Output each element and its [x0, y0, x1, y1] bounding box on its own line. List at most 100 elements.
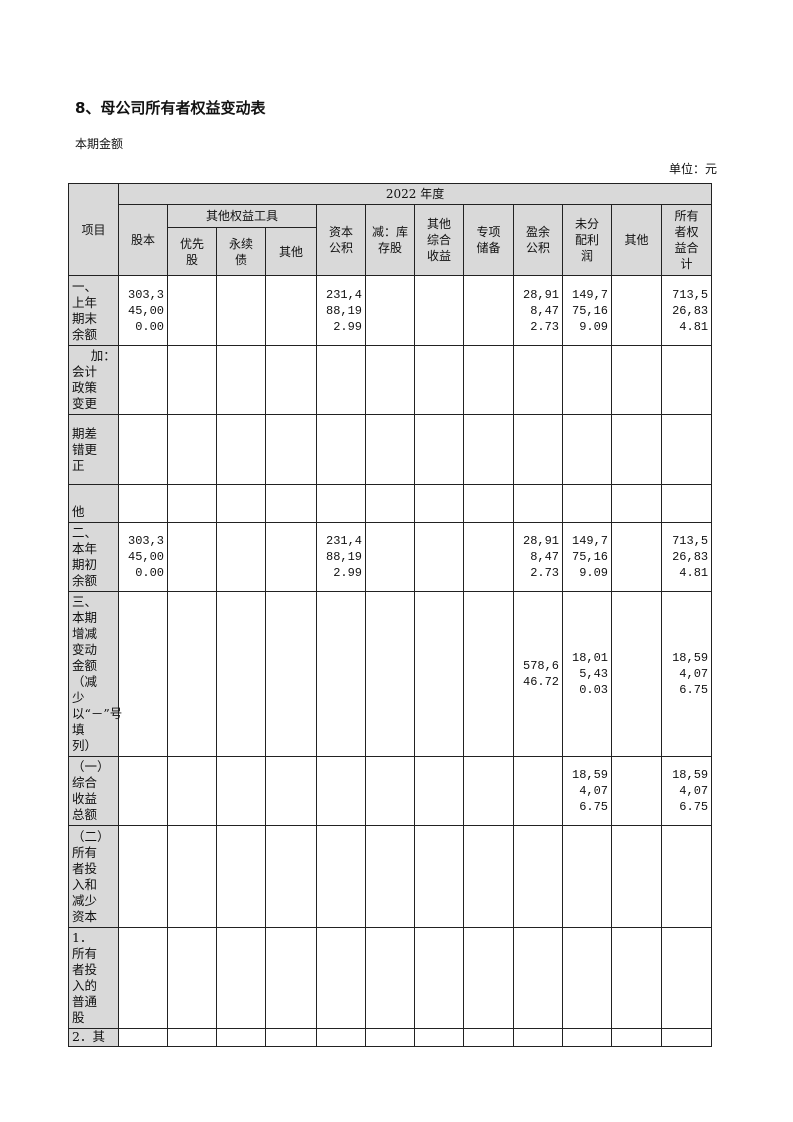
- col-header: 其他综合收益: [414, 204, 464, 276]
- value-cell: [216, 414, 266, 485]
- row-label-text: 一、上年期末余额: [72, 278, 98, 342]
- value-cell: [167, 484, 217, 523]
- period-label: 本期金额: [75, 137, 124, 151]
- row-label: 二、本年期初余额: [68, 522, 119, 592]
- table-row: 1．所有者投入的普通股: [68, 927, 713, 1029]
- value-cell: [118, 756, 168, 826]
- value-cell: 578,646.72: [513, 591, 563, 757]
- value-cell: [316, 591, 366, 757]
- value-cell: [513, 927, 563, 1029]
- row-label: 期差错更正: [68, 414, 119, 485]
- value-cell: [611, 275, 662, 346]
- value-text: 713,526,834.81: [672, 534, 709, 580]
- value-cell: [365, 825, 415, 928]
- value-cell: [365, 484, 415, 523]
- value-cell: [463, 756, 514, 826]
- value-cell: [611, 522, 662, 592]
- value-cell: [562, 414, 612, 485]
- value-cell: [562, 1028, 612, 1047]
- table-row: 加：会计政策变更: [68, 345, 713, 415]
- value-cell: [463, 275, 514, 346]
- value-text: 713,526,834.81: [672, 287, 709, 334]
- value-cell: [513, 414, 563, 485]
- value-cell: [463, 927, 514, 1029]
- value-cell: 713,526,834.81: [660, 522, 713, 592]
- value-text: 231,488,192.99: [326, 287, 363, 334]
- value-text: 303,345,000.00: [128, 287, 165, 334]
- value-cell: [265, 927, 317, 1029]
- value-cell: [265, 275, 317, 346]
- table-row: 一、上年期末余额 303,345,000.00 231,488,192.99 28,9…: [68, 275, 713, 346]
- value-cell: [265, 756, 317, 826]
- col-header: 未分配利润: [562, 204, 612, 276]
- table-row: 二、本年期初余额 303,345,000.00 231,488,192.99 28,9…: [68, 522, 713, 592]
- value-cell: [611, 927, 662, 1029]
- value-cell: 28,918,472.73: [513, 522, 563, 592]
- value-cell: [660, 927, 713, 1029]
- value-cell: [660, 484, 713, 523]
- col-header: 盈余公积: [513, 204, 563, 276]
- row-label: 1．所有者投入的普通股: [68, 927, 119, 1029]
- value-cell: [265, 345, 317, 415]
- value-cell: [414, 345, 464, 415]
- value-cell: [611, 345, 662, 415]
- value-cell: [463, 345, 514, 415]
- value-cell: [365, 275, 415, 346]
- value-cell: [216, 275, 266, 346]
- value-cell: [463, 522, 514, 592]
- row-label: （一）综合收益总额: [68, 756, 119, 826]
- row-label-text: 2．其: [72, 1029, 105, 1044]
- value-cell: [167, 1028, 217, 1047]
- value-cell: [265, 825, 317, 928]
- value-cell: [414, 591, 464, 757]
- value-cell: [365, 1028, 415, 1047]
- value-cell: [316, 414, 366, 485]
- value-cell: [167, 345, 217, 415]
- value-cell: 18,594,076.75: [660, 591, 713, 757]
- row-label-text: 1．所有者投入的普通股: [72, 930, 98, 1025]
- value-cell: [118, 345, 168, 415]
- value-cell: [463, 414, 514, 485]
- col-header: 永续债: [216, 227, 266, 276]
- value-cell: [167, 275, 217, 346]
- value-cell: [265, 591, 317, 757]
- value-cell: [167, 591, 217, 757]
- value-cell: [463, 484, 514, 523]
- value-cell: [216, 927, 266, 1029]
- col-header: 股本: [118, 204, 168, 276]
- value-cell: [118, 927, 168, 1029]
- value-cell: 303,345,000.00: [118, 275, 168, 346]
- value-cell: [216, 345, 266, 415]
- value-text: 18,594,076.75: [672, 768, 709, 814]
- value-cell: [513, 484, 563, 523]
- value-cell: [562, 927, 612, 1029]
- value-cell: [463, 1028, 514, 1047]
- value-cell: [167, 756, 217, 826]
- col-header: 优先股: [167, 227, 217, 276]
- value-cell: [414, 414, 464, 485]
- value-cell: [118, 1028, 168, 1047]
- value-text: 578,646.72: [523, 659, 560, 689]
- value-cell: [216, 1028, 266, 1047]
- value-cell: [265, 414, 317, 485]
- col-header: 资本公积: [316, 204, 366, 276]
- table-row: 他: [68, 484, 713, 523]
- value-cell: [513, 825, 563, 928]
- value-cell: [118, 414, 168, 485]
- value-cell: [513, 345, 563, 415]
- value-cell: [365, 756, 415, 826]
- col-header: 减：库存股: [365, 204, 415, 276]
- value-cell: [265, 522, 317, 592]
- row-label-text: 期差错更正: [72, 425, 98, 473]
- value-cell: [316, 345, 366, 415]
- value-cell: [611, 825, 662, 928]
- value-cell: 149,775,169.09: [562, 522, 612, 592]
- value-cell: [414, 1028, 464, 1047]
- unit-label: 单位：元: [668, 162, 717, 176]
- value-cell: [216, 756, 266, 826]
- value-cell: 28,918,472.73: [513, 275, 563, 346]
- value-cell: [365, 927, 415, 1029]
- value-cell: [562, 484, 612, 523]
- row-label-text: （一）综合收益总额: [72, 759, 110, 822]
